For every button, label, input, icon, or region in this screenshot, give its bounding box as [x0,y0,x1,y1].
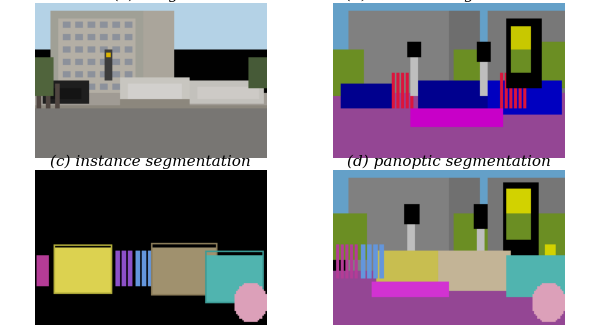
Title: (b) semantic segmentation: (b) semantic segmentation [346,0,553,2]
Title: (d) panoptic segmentation: (d) panoptic segmentation [347,154,551,169]
Title: (c) instance segmentation: (c) instance segmentation [50,154,251,169]
Title: (a) image: (a) image [114,0,187,2]
